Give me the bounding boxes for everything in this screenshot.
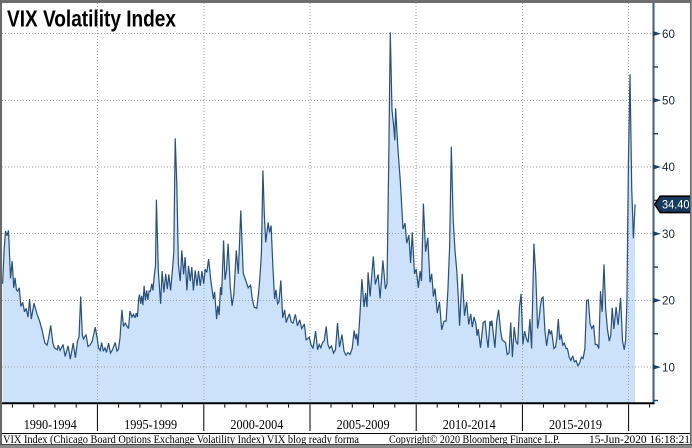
svg-text:40: 40 [662,161,675,174]
svg-text:2010-2014: 2010-2014 [443,417,496,432]
svg-text:20: 20 [662,295,675,308]
svg-text:VIX Index (Chicago Board Optio: VIX Index (Chicago Board Options Exchang… [3,434,359,446]
svg-text:2005-2009: 2005-2009 [337,417,390,432]
svg-text:34.40: 34.40 [662,199,690,212]
svg-text:30: 30 [662,228,675,241]
svg-text:10: 10 [662,361,675,374]
svg-text:1990-1994: 1990-1994 [24,417,77,432]
svg-text:VIX Volatility Index: VIX Volatility Index [7,6,176,32]
svg-text:2000-2004: 2000-2004 [230,417,283,432]
svg-text:2015-2019: 2015-2019 [549,417,602,432]
svg-text:15-Jun-2020 16:18:21: 15-Jun-2020 16:18:21 [589,434,690,446]
svg-text:50: 50 [662,95,675,108]
svg-text:Copyright© 2020 Bloomberg Fina: Copyright© 2020 Bloomberg Finance L.P. [389,434,560,446]
svg-text:60: 60 [662,28,675,41]
svg-text:1995-1999: 1995-1999 [124,417,177,432]
